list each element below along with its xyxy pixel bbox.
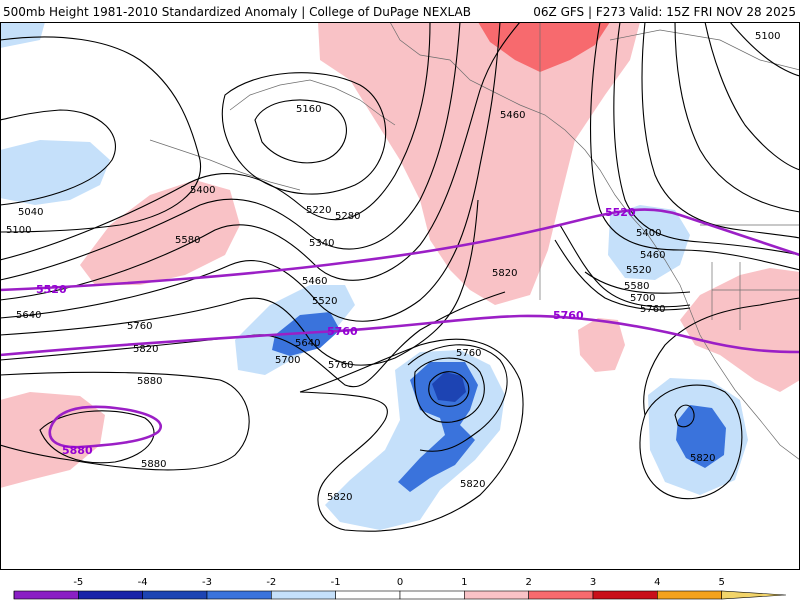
label-5820-west: 5820 xyxy=(133,344,158,355)
colorbar-tick-6: 1 xyxy=(461,577,467,588)
pos-anomaly-north-core xyxy=(478,22,610,72)
colorbar-bin-6 xyxy=(399,590,465,600)
colorbar-tick-5: 0 xyxy=(397,577,403,588)
colorbar-bin-4 xyxy=(271,590,336,600)
colorbar-tick-labels: -5 -4 -3 -2 -1 0 1 2 3 4 5 xyxy=(73,577,725,588)
thickness-label-5880-west: 5880 xyxy=(62,444,93,457)
label-5340: 5340 xyxy=(309,238,334,249)
thickness-label-5760-central: 5760 xyxy=(327,325,358,338)
thickness-labels: 5520 5520 5760 5760 5880 xyxy=(36,206,636,457)
label-5400-west: 5400 xyxy=(190,185,215,196)
label-5760-central: 5760 xyxy=(328,360,353,371)
label-5160: 5160 xyxy=(296,104,321,115)
colorbar-tick-7: 2 xyxy=(525,577,531,588)
label-5520-west: 5520 xyxy=(312,296,337,307)
colorbar-bin-3 xyxy=(206,590,272,600)
map-title: 500mb Height 1981-2010 Standardized Anom… xyxy=(3,5,471,19)
neg-anomaly-southeast-core xyxy=(676,405,726,468)
colorbar-tick-4: -1 xyxy=(331,577,341,588)
height-anomaly-map: 5100 5040 5160 5220 5280 5340 5400 5460 … xyxy=(0,22,800,570)
label-5580-west: 5580 xyxy=(175,235,200,246)
label-5100-west: 5100 xyxy=(6,225,31,236)
thickness-label-5760-east: 5760 xyxy=(553,309,584,322)
model-run-info: 06Z GFS | F273 Valid: 15Z FRI NOV 28 202… xyxy=(533,5,796,19)
height-labels: 5100 5040 5160 5220 5280 5340 5400 5460 … xyxy=(6,31,780,503)
colorbar-tick-10: 5 xyxy=(718,577,724,588)
neg-anomaly-low-core xyxy=(432,372,466,402)
label-5700-east: 5700 xyxy=(630,293,655,304)
colorbar-bin-2 xyxy=(142,590,208,600)
colorbar-bin-10 xyxy=(657,590,722,600)
label-5460-west: 5460 xyxy=(302,276,327,287)
colorbar-tick-8: 3 xyxy=(590,577,596,588)
label-5400-east: 5400 xyxy=(636,228,661,239)
colorbar-bin-7 xyxy=(464,590,529,600)
label-5700-central: 5700 xyxy=(275,355,300,366)
label-5820-east: 5820 xyxy=(690,453,715,464)
height-contours xyxy=(0,22,800,532)
label-5460-north: 5460 xyxy=(500,110,525,121)
label-5760-west: 5760 xyxy=(127,321,152,332)
colorbar-bin-9 xyxy=(592,590,658,600)
map-header: 500mb Height 1981-2010 Standardized Anom… xyxy=(0,0,800,22)
colorbar-tick-1: -4 xyxy=(138,577,148,588)
colorbar-tick-9: 4 xyxy=(654,577,660,588)
neg-anomaly-northeast xyxy=(608,205,690,280)
label-5040-west: 5040 xyxy=(18,207,43,218)
label-5520-east: 5520 xyxy=(626,265,651,276)
colorbar-tick-2: -3 xyxy=(202,577,212,588)
label-5220: 5220 xyxy=(306,205,331,216)
label-5820-low-east: 5820 xyxy=(460,479,485,490)
neg-anomaly-nw-corner xyxy=(0,22,45,48)
colorbar-bins xyxy=(13,590,787,600)
thickness-label-5520-east: 5520 xyxy=(605,206,636,219)
pos-anomaly-pacific-small xyxy=(578,318,625,372)
pos-anomaly-north xyxy=(318,22,640,305)
label-5880-south: 5880 xyxy=(141,459,166,470)
thickness-contours xyxy=(0,208,800,449)
label-5580-east: 5580 xyxy=(624,281,649,292)
label-5820-central: 5820 xyxy=(492,268,517,279)
anomaly-shading xyxy=(0,22,800,530)
label-5280: 5280 xyxy=(335,211,360,222)
anomaly-colorbar: -5 -4 -3 -2 -1 0 1 2 3 4 5 xyxy=(13,577,787,600)
neg-anomaly-far-west xyxy=(0,140,110,205)
colorbar-bin-5 xyxy=(335,590,401,600)
colorbar-tick-3: -2 xyxy=(266,577,276,588)
label-5460-east: 5460 xyxy=(640,250,665,261)
label-5760-low: 5760 xyxy=(456,348,481,359)
label-5820-low-west: 5820 xyxy=(327,492,352,503)
label-5640-central: 5640 xyxy=(295,338,320,349)
colorbar-bin-1 xyxy=(78,590,143,600)
colorbar-tick-0: -5 xyxy=(73,577,83,588)
label-5100-east: 5100 xyxy=(755,31,780,42)
label-5760-east: 5760 xyxy=(640,304,665,315)
pos-anomaly-west xyxy=(80,180,240,285)
thickness-label-5520-west: 5520 xyxy=(36,283,67,296)
colorbar-bin-8 xyxy=(528,590,594,600)
label-5880-west: 5880 xyxy=(137,376,162,387)
label-5640-west: 5640 xyxy=(16,310,41,321)
colorbar-max-arrow xyxy=(721,590,787,600)
colorbar-bin-0 xyxy=(13,590,79,600)
